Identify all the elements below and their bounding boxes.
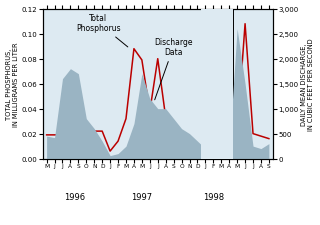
Text: 1996: 1996 (64, 192, 85, 201)
Text: Total
Phosphorus: Total Phosphorus (76, 14, 128, 48)
Text: 1998: 1998 (203, 192, 224, 201)
Text: No Discharge Data: No Discharge Data (215, 19, 220, 129)
Text: Discharge
Data: Discharge Data (154, 38, 193, 100)
Y-axis label: TOTAL PHOSPHORUS,
IN MILLIGRAMS PER LITER: TOTAL PHOSPHORUS, IN MILLIGRAMS PER LITE… (5, 42, 19, 126)
Y-axis label: DAILY MEAN DISCHARGE,
IN CUBIC FEET PER SECOND: DAILY MEAN DISCHARGE, IN CUBIC FEET PER … (301, 38, 315, 130)
Text: 1997: 1997 (131, 192, 152, 201)
